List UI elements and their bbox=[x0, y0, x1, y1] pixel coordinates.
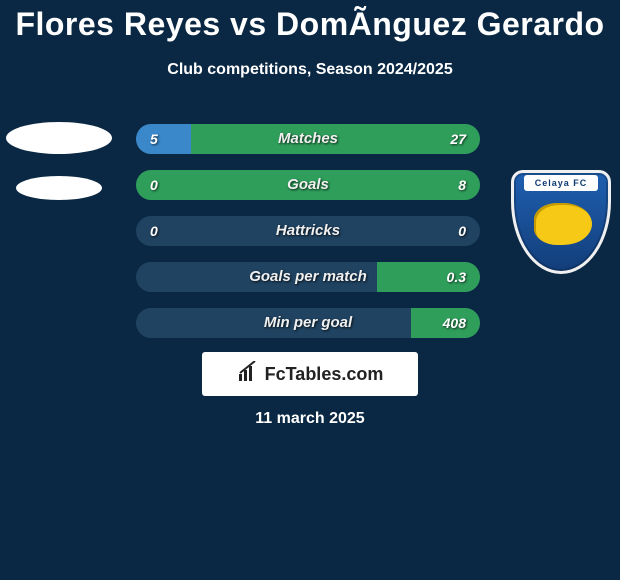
brand-text: FcTables.com bbox=[265, 364, 384, 385]
team-left-logo bbox=[4, 118, 114, 228]
stat-label: Goals bbox=[136, 170, 480, 200]
stat-row: Goals per match0.3 bbox=[136, 262, 480, 292]
stat-row: Hattricks0 0 bbox=[136, 216, 480, 246]
stat-label: Min per goal bbox=[136, 308, 480, 338]
stat-value-right: 0 bbox=[458, 216, 466, 246]
stat-row: Goals0 8 bbox=[136, 170, 480, 200]
stat-label: Hattricks bbox=[136, 216, 480, 246]
stat-value-right: 408 bbox=[443, 308, 466, 338]
team-right-logo: Celaya FC bbox=[506, 170, 616, 280]
bar-chart-icon bbox=[237, 361, 259, 388]
page-title: Flores Reyes vs DomÃ­nguez Gerardo bbox=[0, 0, 620, 43]
club-crest-icon: Celaya FC bbox=[511, 170, 611, 274]
stat-value-right: 8 bbox=[458, 170, 466, 200]
stat-label: Goals per match bbox=[136, 262, 480, 292]
stat-row: Min per goal408 bbox=[136, 308, 480, 338]
brand-badge: FcTables.com bbox=[202, 352, 418, 396]
stat-value-left: 5 bbox=[150, 124, 158, 154]
bull-icon bbox=[534, 203, 592, 245]
date-text: 11 march 2025 bbox=[0, 410, 620, 428]
placeholder-icon bbox=[16, 176, 102, 200]
stat-value-left: 0 bbox=[150, 170, 158, 200]
placeholder-icon bbox=[6, 122, 112, 154]
stat-label: Matches bbox=[136, 124, 480, 154]
stat-value-right: 0.3 bbox=[447, 262, 466, 292]
stat-value-right: 27 bbox=[450, 124, 466, 154]
crest-text: Celaya FC bbox=[524, 175, 598, 191]
stat-row: Matches5 27 bbox=[136, 124, 480, 154]
stat-value-left: 0 bbox=[150, 216, 158, 246]
stats-bars: Matches527Goals08Hattricks00Goals per ma… bbox=[136, 124, 480, 354]
subtitle: Club competitions, Season 2024/2025 bbox=[0, 61, 620, 79]
